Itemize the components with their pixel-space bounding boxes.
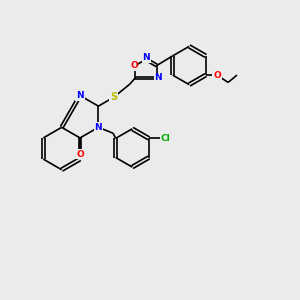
Text: O: O — [213, 70, 221, 80]
Text: N: N — [76, 91, 84, 100]
Text: N: N — [142, 53, 150, 62]
Text: O: O — [76, 150, 84, 159]
Text: S: S — [110, 92, 117, 102]
Text: N: N — [94, 123, 102, 132]
Text: N: N — [154, 74, 162, 82]
Text: O: O — [130, 61, 138, 70]
Text: Cl: Cl — [161, 134, 170, 143]
